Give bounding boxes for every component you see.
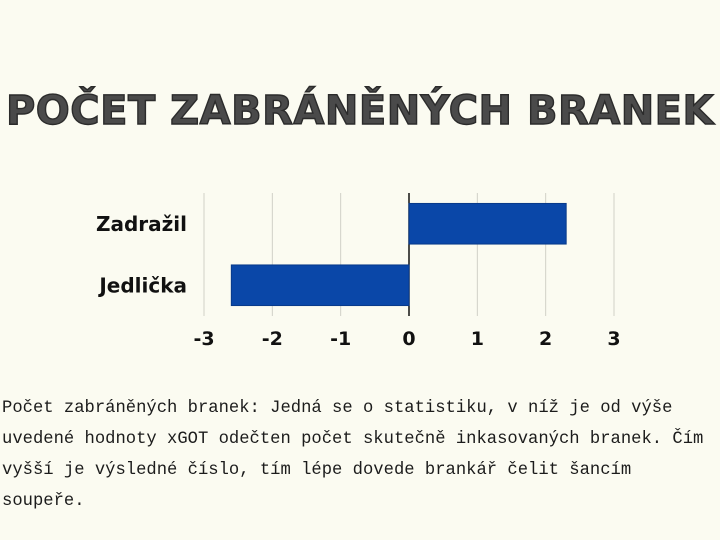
x-tick-label: 3: [607, 328, 620, 350]
x-tick-label: -2: [262, 328, 283, 350]
bar: [230, 264, 410, 307]
bar: [408, 202, 567, 245]
y-category-label: Jedlička: [97, 273, 187, 297]
x-tick-label: 1: [471, 328, 484, 350]
x-tick-label: 0: [402, 328, 415, 350]
x-tick-label: -3: [193, 328, 214, 350]
chart-title: Počet zabráněných branek: [5, 87, 715, 134]
description-text: Počet zabráněných branek: Jedná se o sta…: [2, 399, 704, 511]
x-tick-label: -1: [330, 328, 351, 350]
y-category-label: Zadražil: [96, 212, 187, 236]
x-tick-label: 2: [539, 328, 552, 350]
